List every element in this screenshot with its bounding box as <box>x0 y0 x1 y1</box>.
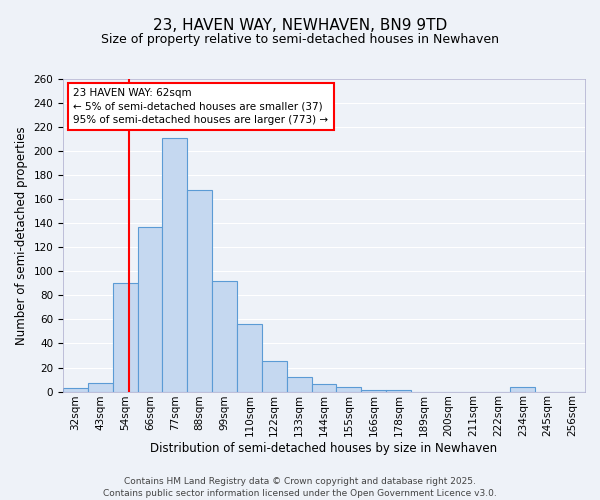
Bar <box>262 362 287 392</box>
Bar <box>337 386 361 392</box>
Bar <box>113 284 137 392</box>
Y-axis label: Number of semi-detached properties: Number of semi-detached properties <box>15 126 28 344</box>
Bar <box>386 390 411 392</box>
Bar <box>63 388 88 392</box>
X-axis label: Distribution of semi-detached houses by size in Newhaven: Distribution of semi-detached houses by … <box>151 442 497 455</box>
Bar <box>212 281 237 392</box>
Text: Size of property relative to semi-detached houses in Newhaven: Size of property relative to semi-detach… <box>101 32 499 46</box>
Bar <box>137 227 163 392</box>
Text: Contains HM Land Registry data © Crown copyright and database right 2025.
Contai: Contains HM Land Registry data © Crown c… <box>103 476 497 498</box>
Text: 23, HAVEN WAY, NEWHAVEN, BN9 9TD: 23, HAVEN WAY, NEWHAVEN, BN9 9TD <box>153 18 447 32</box>
Bar <box>237 324 262 392</box>
Bar <box>88 383 113 392</box>
Bar <box>311 384 337 392</box>
Bar <box>187 190 212 392</box>
Bar <box>287 377 311 392</box>
Text: 23 HAVEN WAY: 62sqm
← 5% of semi-detached houses are smaller (37)
95% of semi-de: 23 HAVEN WAY: 62sqm ← 5% of semi-detache… <box>73 88 329 125</box>
Bar <box>163 138 187 392</box>
Bar <box>511 386 535 392</box>
Bar <box>361 390 386 392</box>
